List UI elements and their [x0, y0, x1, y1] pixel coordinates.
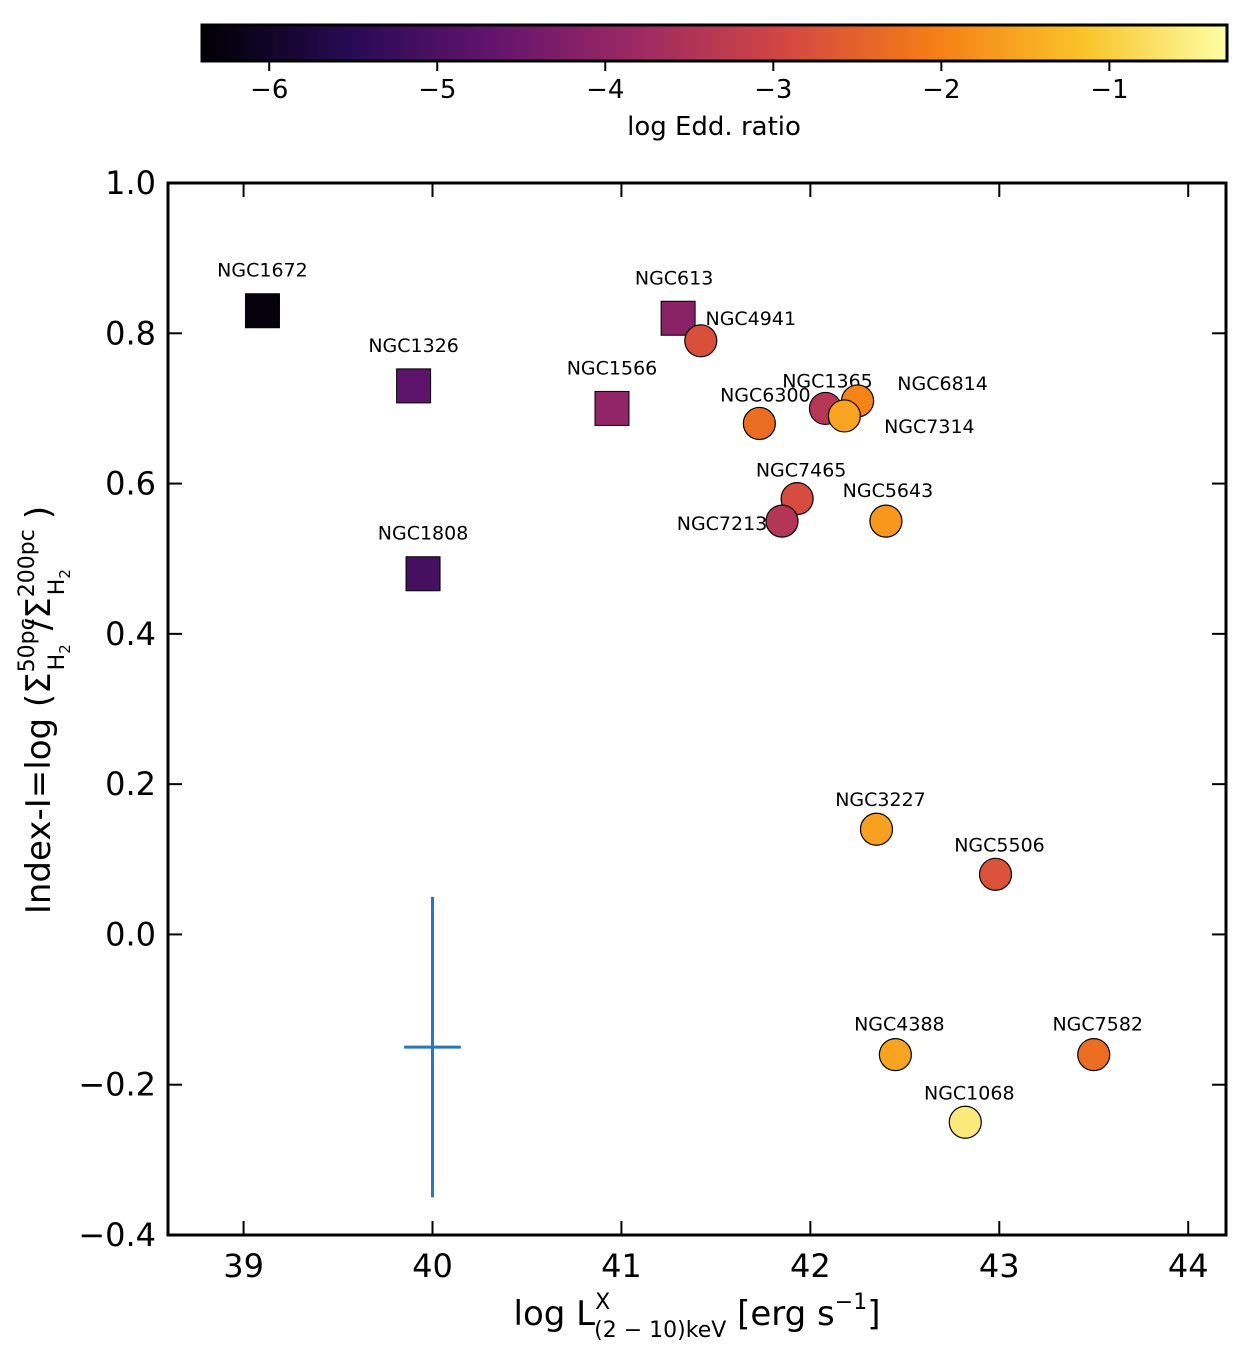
colorbar: −6 −5 −4 −3 −2 −1 log Edd. ratio: [200, 23, 1229, 142]
point-label: NGC4941: [705, 308, 796, 330]
point-label: NGC3227: [835, 789, 926, 811]
x-tick-label: 41: [601, 1247, 642, 1285]
point-ngc7582: [1077, 1038, 1111, 1072]
point-label: NGC1566: [567, 357, 658, 379]
y-tick-label: −0.2: [78, 1066, 156, 1104]
point-label: NGC7314: [884, 416, 975, 438]
point-label: NGC1326: [368, 335, 459, 357]
y-axis-label: Index-I=log (Σ50pc H2/Σ200pc H2): [15, 506, 74, 914]
x-tick-label: 42: [790, 1247, 831, 1285]
colorbar-tick-label: −6: [250, 75, 288, 105]
colorbar-tick-label: −1: [1090, 75, 1128, 105]
point-label: NGC1672: [217, 260, 308, 282]
point-label: NGC6300: [720, 384, 811, 406]
plot-area: 39 40 41 42 43 44 −0.4 −0.2 0.0 0.2 0.4 0.6 0.8 1.0 N…: [78, 164, 1228, 1285]
point-ngc1326: [396, 368, 432, 404]
point-ngc1566: [594, 390, 630, 426]
point-ngc3227: [859, 812, 894, 846]
point-label: NGC5506: [954, 834, 1045, 856]
point-label: NGC5643: [843, 480, 934, 502]
y-tick-label: 0.2: [105, 765, 156, 803]
y-tick-label: 0.8: [105, 314, 156, 352]
y-tick-label: 0.6: [105, 465, 156, 503]
point-ngc1068: [948, 1105, 982, 1139]
point-ngc1808: [405, 556, 441, 592]
y-tick-label: −0.4: [78, 1216, 156, 1254]
colorbar-tick-label: −5: [418, 75, 456, 105]
point-label: NGC7465: [756, 460, 847, 482]
y-tick-label: 0.0: [105, 915, 156, 953]
plot-frame: [166, 181, 1228, 1237]
data-points: NGC1672 NGC1326 NGC1808 NGC1566 NGC613 NGC494…: [217, 260, 1143, 1139]
colorbar-ticks: −6 −5 −4 −3 −2 −1: [250, 61, 1129, 105]
colorbar-label: log Edd. ratio: [627, 112, 801, 142]
point-label: NGC4388: [854, 1014, 945, 1036]
point-ngc4388: [878, 1038, 912, 1072]
point-label: NGC6814: [897, 373, 988, 395]
y-tick-label: 1.0: [105, 164, 156, 202]
point-label: NGC1068: [924, 1082, 1015, 1104]
error-bar: [404, 896, 461, 1198]
axis-ticks: 39 40 41 42 43 44 −0.4 −0.2 0.0 0.2 0.4 0.6 0.8 1.0: [78, 164, 1226, 1285]
x-tick-label: 44: [1168, 1247, 1209, 1285]
point-ngc1672: [244, 293, 280, 329]
point-label: NGC1808: [378, 523, 469, 545]
point-ngc5506: [978, 857, 1013, 891]
point-ngc7213: [765, 504, 799, 538]
point-ngc5643: [869, 504, 903, 538]
colorbar-tick-label: −2: [922, 75, 960, 105]
point-label: NGC613: [635, 267, 713, 289]
colorbar-tick-label: −4: [586, 75, 624, 105]
point-label: NGC7213: [677, 513, 768, 535]
colorbar-tick-label: −3: [754, 75, 792, 105]
point-ngc6300: [742, 406, 776, 441]
x-axis-label: log LX (2 − 10)keV [erg s−1]: [514, 1290, 881, 1343]
x-tick-label: 43: [979, 1247, 1020, 1285]
x-tick-label: 40: [412, 1247, 453, 1285]
colorbar-gradient: [200, 23, 1229, 63]
point-label: NGC7582: [1052, 1014, 1143, 1036]
x-tick-label: 39: [223, 1247, 264, 1285]
point-ngc7314: [827, 399, 861, 433]
point-ngc4941: [684, 324, 718, 358]
y-tick-label: 0.4: [105, 615, 156, 653]
